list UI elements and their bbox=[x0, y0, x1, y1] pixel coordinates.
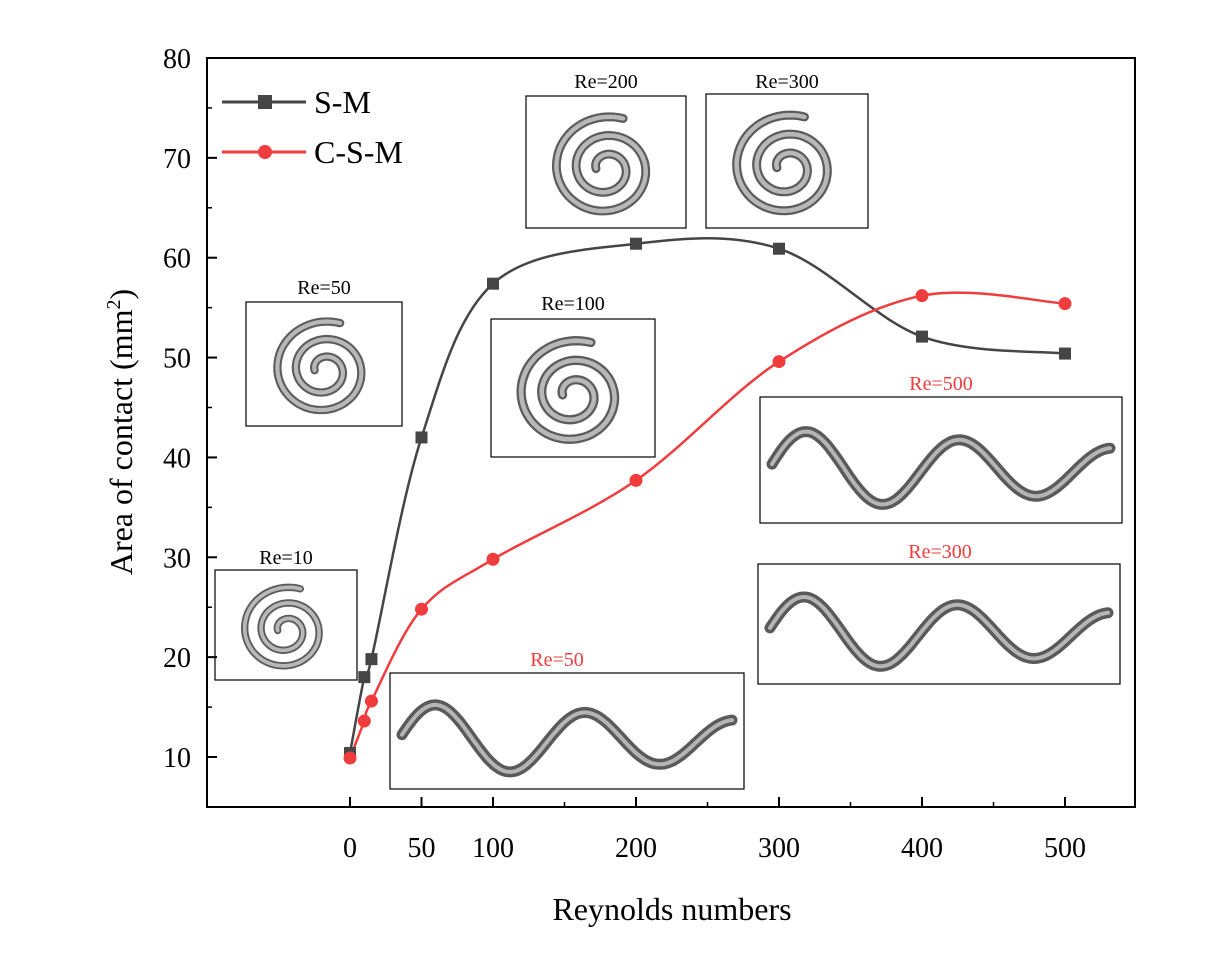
spiral-channel-highlight bbox=[518, 338, 617, 442]
inset-label: Re=200 bbox=[574, 71, 638, 93]
serpentine-channel-highlight bbox=[770, 429, 1112, 507]
inset-label: Re=50 bbox=[530, 649, 584, 671]
y-tick-label: 30 bbox=[163, 543, 191, 574]
y-axis-ticks: 10 20 30 40 50 60 70 80 bbox=[163, 44, 217, 808]
series-markers bbox=[343, 237, 1072, 765]
x-tick-label: 100 bbox=[472, 833, 514, 864]
y-tick-label: 50 bbox=[163, 344, 191, 375]
data-point-S-M bbox=[487, 277, 499, 290]
plot-frame bbox=[206, 57, 1136, 808]
data-point-S-M bbox=[773, 242, 785, 255]
inset-labels: Re=10 Re=50 Re=100 Re=200 Re=300 Re=50 Re=300 R… bbox=[259, 71, 973, 671]
inset-label: Re=500 bbox=[909, 373, 973, 395]
data-point-S-M bbox=[916, 330, 928, 343]
series-line-C-S-M bbox=[348, 291, 1066, 759]
x-tick-label: 400 bbox=[901, 833, 943, 864]
data-point-C-S-M bbox=[486, 552, 500, 566]
spiral-channel-highlight bbox=[734, 112, 830, 213]
serpentine-channel-highlight bbox=[768, 595, 1110, 669]
legend-marker-C-S-M bbox=[258, 145, 272, 159]
y-tick-label: 70 bbox=[163, 144, 191, 175]
inset-label: Re=100 bbox=[541, 293, 605, 315]
x-axis-label: Reynolds numbers bbox=[552, 891, 791, 927]
data-point-C-S-M bbox=[629, 473, 643, 487]
data-point-C-S-M bbox=[415, 602, 428, 616]
legend: S-M C-S-M bbox=[222, 84, 403, 170]
serpentine-channel-highlight bbox=[400, 702, 734, 774]
x-axis-ticks: 0 50 100 200 300 400 500 bbox=[343, 797, 1086, 864]
legend-marker-S-M bbox=[258, 95, 272, 109]
y-tick-label: 10 bbox=[163, 743, 191, 774]
y-tick-label: 40 bbox=[163, 443, 191, 474]
inset-frame bbox=[759, 396, 1123, 524]
y-tick-label: 80 bbox=[163, 44, 191, 75]
spiral-channel-highlight bbox=[275, 319, 364, 413]
data-point-S-M bbox=[630, 237, 642, 250]
inset-images bbox=[214, 93, 1123, 790]
inset-frame bbox=[757, 563, 1121, 685]
y-tick-label: 20 bbox=[163, 643, 191, 674]
inset-frame bbox=[389, 672, 745, 790]
y-tick-label: 60 bbox=[163, 244, 191, 275]
data-point-C-S-M bbox=[357, 714, 371, 728]
inset-label: Re=300 bbox=[908, 541, 972, 563]
inset-frame bbox=[245, 301, 403, 427]
legend-label: S-M bbox=[314, 84, 371, 120]
data-point-S-M bbox=[365, 653, 378, 666]
x-tick-label: 200 bbox=[615, 833, 657, 864]
legend-label: C-S-M bbox=[314, 134, 403, 170]
data-point-C-S-M bbox=[364, 694, 378, 708]
x-tick-label: 50 bbox=[408, 833, 436, 864]
x-tick-label: 300 bbox=[758, 833, 800, 864]
data-point-C-S-M bbox=[915, 289, 929, 303]
inset-label: Re=10 bbox=[259, 547, 313, 569]
spiral-channel-highlight bbox=[242, 585, 321, 668]
data-point-C-S-M bbox=[343, 751, 357, 765]
inset-label: Re=50 bbox=[297, 277, 351, 299]
data-point-C-S-M bbox=[772, 355, 786, 369]
data-point-S-M bbox=[358, 671, 371, 684]
inset-label: Re=300 bbox=[755, 71, 819, 93]
data-point-C-S-M bbox=[1058, 297, 1072, 311]
data-point-S-M bbox=[415, 431, 428, 444]
x-tick-label: 0 bbox=[343, 833, 357, 864]
data-point-S-M bbox=[1059, 347, 1071, 360]
y-axis-label: Area of contact (mm2) bbox=[103, 289, 139, 575]
spiral-channel-highlight bbox=[554, 114, 648, 214]
x-tick-label: 500 bbox=[1044, 833, 1086, 864]
